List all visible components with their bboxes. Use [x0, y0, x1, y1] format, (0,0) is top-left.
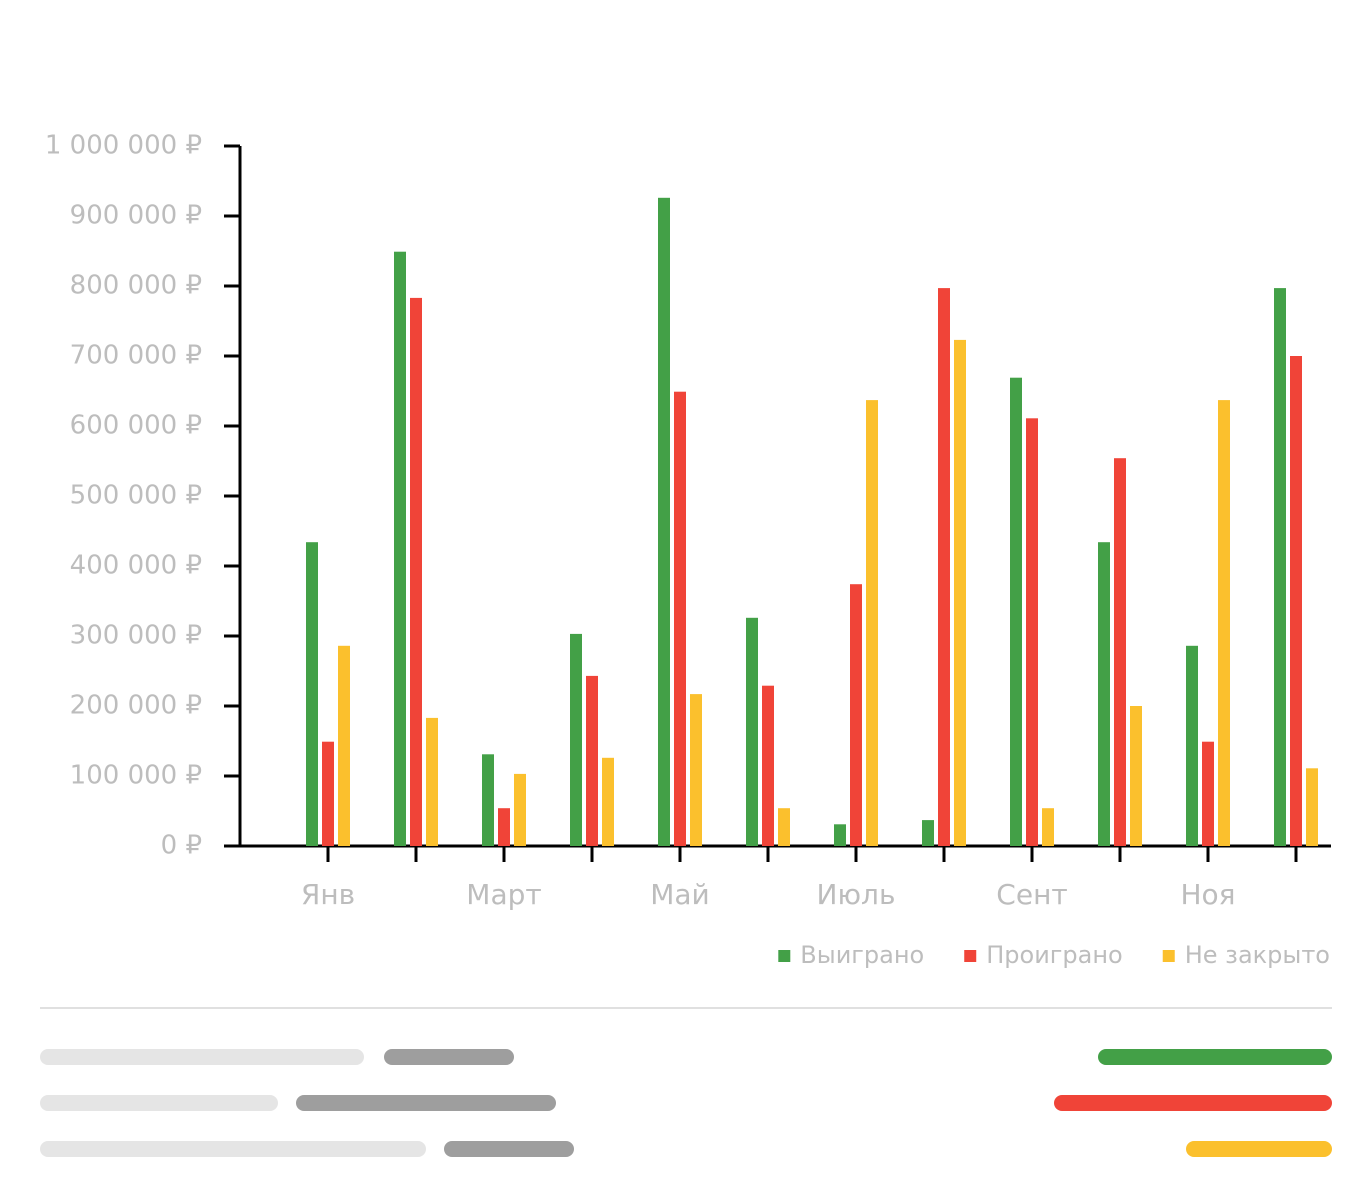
y-tick-label: 200 000 ₽ [70, 691, 202, 721]
bar [586, 675, 598, 846]
y-tick-label: 0 ₽ [161, 831, 202, 861]
bar [1010, 377, 1022, 846]
y-tick-label: 100 000 ₽ [70, 761, 202, 791]
x-tick-label: Март [466, 878, 541, 911]
legend-swatch [778, 950, 791, 962]
y-tick-label: 700 000 ₽ [70, 341, 202, 371]
legend-label: Проиграно [986, 941, 1123, 969]
bar [1290, 356, 1302, 846]
bar [834, 824, 846, 846]
legend-swatch [1162, 950, 1175, 962]
bar [306, 542, 318, 846]
bar [1098, 542, 1110, 846]
y-tick-label: 900 000 ₽ [70, 201, 202, 231]
y-tick-label: 800 000 ₽ [70, 271, 202, 301]
x-tick-label: Июль [817, 878, 896, 911]
bar [1202, 741, 1214, 846]
legend-label: Не закрыто [1185, 941, 1330, 969]
bar [570, 633, 582, 846]
bar [658, 197, 670, 847]
bar [426, 717, 438, 846]
bar [394, 251, 406, 846]
bar [1130, 706, 1142, 846]
bar [498, 808, 510, 846]
placeholder-rows [40, 1049, 1332, 1157]
bar [410, 297, 422, 846]
y-tick-label: 400 000 ₽ [70, 551, 202, 581]
bar [1274, 288, 1286, 847]
bar [1026, 418, 1038, 846]
bar [482, 754, 494, 846]
bar [954, 339, 966, 846]
y-tick-label: 300 000 ₽ [70, 621, 202, 651]
x-tick-label: Май [650, 878, 710, 911]
bar [866, 400, 878, 846]
bar [674, 391, 686, 846]
legend-label: Выиграно [800, 941, 924, 969]
bar [1306, 768, 1318, 846]
bar [850, 584, 862, 846]
bar [690, 694, 702, 846]
bar [514, 773, 526, 846]
bar [746, 617, 758, 846]
x-tick-label: Ноя [1180, 878, 1235, 911]
bar [1114, 458, 1126, 846]
legend-swatch [964, 950, 977, 962]
y-tick-label: 500 000 ₽ [70, 481, 202, 511]
bar [778, 808, 790, 846]
bar [1186, 645, 1198, 846]
bar [1218, 400, 1230, 846]
y-tick-label: 600 000 ₽ [70, 411, 202, 441]
x-tick-label: Сент [996, 878, 1067, 911]
x-tick-label: Янв [301, 878, 355, 911]
bar [922, 820, 934, 846]
bar [322, 741, 334, 846]
bar [338, 645, 350, 846]
bar [1042, 808, 1054, 846]
bar [762, 685, 774, 846]
bar [938, 288, 950, 847]
bar [602, 757, 614, 846]
y-tick-label: 1 000 000 ₽ [45, 131, 202, 161]
